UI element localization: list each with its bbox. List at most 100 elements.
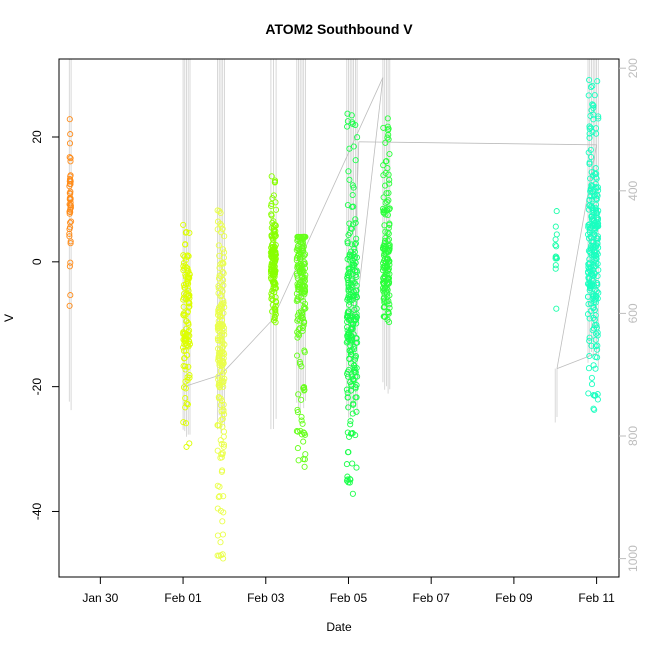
- data-point: [214, 552, 221, 559]
- data-point: [588, 238, 595, 245]
- data-point: [219, 259, 227, 266]
- data-point: [380, 279, 387, 286]
- data-point: [586, 196, 593, 203]
- data-point: [586, 134, 593, 141]
- data-point: [344, 118, 351, 125]
- data-point: [295, 326, 302, 333]
- data-point: [268, 295, 275, 302]
- data-point: [353, 382, 360, 389]
- data-point: [220, 368, 227, 375]
- data-point: [300, 438, 307, 445]
- data-point: [349, 263, 356, 270]
- data-point: [585, 301, 592, 308]
- data-point: [299, 311, 306, 318]
- data-point: [217, 539, 224, 546]
- data-point: [296, 267, 304, 275]
- data-point: [346, 176, 353, 183]
- data-point: [589, 101, 596, 108]
- data-point: [351, 366, 358, 373]
- data-point: [592, 184, 600, 191]
- data-point: [343, 386, 350, 393]
- data-point: [217, 552, 224, 559]
- data-point: [300, 279, 307, 286]
- data-point: [349, 191, 356, 199]
- data-point: [216, 207, 223, 215]
- data-point: [66, 178, 73, 185]
- y-tick-label: 0: [30, 258, 44, 265]
- data-point: [186, 300, 193, 307]
- data-point: [66, 233, 73, 240]
- x-axis-label: Date: [326, 620, 352, 634]
- data-point: [349, 490, 356, 497]
- data-point: [66, 201, 73, 208]
- data-point: [220, 428, 228, 435]
- data-point: [218, 454, 225, 461]
- data-point: [586, 202, 593, 209]
- data-point: [218, 222, 225, 229]
- data-point: [585, 365, 593, 372]
- data-point: [294, 409, 301, 416]
- data-point: [587, 307, 594, 315]
- data-point: [586, 334, 593, 341]
- data-point: [301, 233, 308, 240]
- data-point: [593, 130, 600, 137]
- data-point: [352, 240, 359, 247]
- data-point: [345, 292, 352, 299]
- data-point: [268, 262, 275, 269]
- x-tick-label: Feb 01: [164, 591, 202, 605]
- data-point: [344, 331, 351, 338]
- data-point: [382, 228, 389, 235]
- data-point: [185, 280, 192, 287]
- data-point: [381, 237, 389, 244]
- data-point: [588, 342, 595, 349]
- data-point: [67, 131, 74, 138]
- data-point: [182, 404, 189, 411]
- data-point: [383, 158, 390, 165]
- data-point: [272, 303, 279, 310]
- data-point: [345, 284, 352, 291]
- data-point: [382, 258, 389, 266]
- data-point: [300, 429, 307, 436]
- data-point: [386, 319, 393, 326]
- data-point: [218, 468, 225, 475]
- y-tick-label: -40: [30, 502, 44, 520]
- data-point: [347, 421, 354, 428]
- data-point: [269, 195, 276, 202]
- data-point: [344, 110, 351, 117]
- data-point: [590, 325, 597, 332]
- data-point: [386, 220, 393, 227]
- track-segment: [556, 144, 597, 369]
- data-point: [269, 244, 276, 251]
- data-point: [180, 221, 187, 228]
- data-point: [220, 443, 227, 450]
- data-point: [385, 131, 392, 138]
- data-point: [347, 317, 354, 324]
- data-point: [293, 297, 300, 305]
- data-point: [66, 116, 73, 123]
- data-point: [66, 226, 73, 233]
- data-point: [353, 320, 360, 327]
- data-point: [591, 298, 598, 305]
- data-point: [350, 376, 357, 383]
- track-segment: [272, 77, 384, 320]
- data-point: [301, 387, 308, 394]
- data-point: [587, 84, 595, 91]
- data-point: [301, 463, 308, 470]
- data-point: [182, 363, 189, 370]
- data-point: [590, 292, 597, 299]
- data-point: [594, 280, 601, 287]
- data-point: [215, 357, 222, 364]
- data-point: [595, 207, 602, 214]
- data-point: [592, 312, 599, 319]
- data-point: [585, 92, 592, 99]
- data-point: [352, 272, 359, 279]
- data-point: [296, 246, 303, 253]
- data-point: [297, 308, 305, 315]
- data-point: [590, 362, 597, 369]
- track-segment: [351, 77, 384, 351]
- data-point: [297, 360, 304, 367]
- data-point: [349, 410, 356, 417]
- data-point: [353, 282, 360, 289]
- data-point: [592, 343, 599, 350]
- data-point: [180, 296, 187, 303]
